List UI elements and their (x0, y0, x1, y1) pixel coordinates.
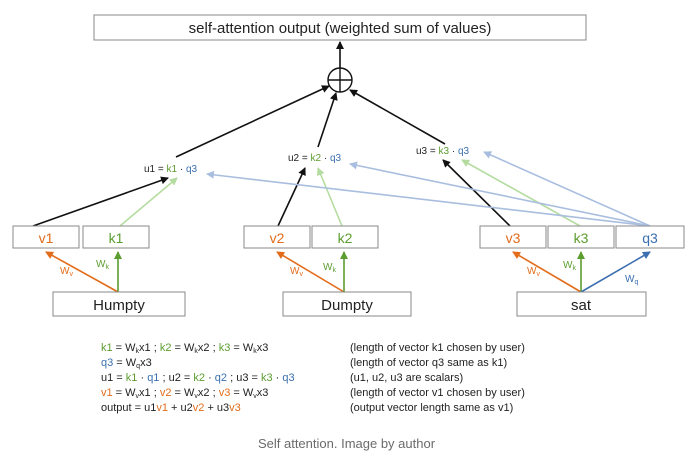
u3-to-sum-arrow (349, 89, 446, 145)
wq-arrow-3 (580, 251, 651, 293)
word-box-dumpty (282, 291, 412, 317)
vector-box-v2 (243, 225, 311, 249)
word-sat: sat (571, 297, 592, 314)
vector-label-v3: v3 (506, 230, 521, 246)
figure-caption: Self attention. Image by author (257, 436, 436, 451)
equation-note-1: (length of vector k1 chosen by user) (350, 342, 525, 354)
wk-label-3: Wk (563, 260, 576, 272)
equation-note-3: (u1, u2, u3 are scalars) (350, 372, 463, 384)
self-attention-diagram: self-attention output (weighted sum of v… (12, 14, 685, 414)
wk-label-1: Wk (96, 259, 109, 271)
wv-label-3: Wv (527, 266, 540, 278)
wv-arrow-1 (45, 251, 119, 293)
v3-to-u3-arrow (442, 159, 511, 227)
wq-label-3: Wq (625, 274, 638, 286)
vector-label-k1: k1 (109, 230, 124, 246)
wv-arrow-3 (512, 251, 582, 293)
u1-to-sum-arrow (175, 85, 330, 158)
vector-label-v2: v2 (270, 230, 285, 246)
vector-box-k2 (311, 225, 379, 249)
word-dumpty: Dumpty (321, 297, 373, 314)
vector-box-k1 (82, 225, 150, 249)
vector-box-q3 (615, 225, 685, 249)
q3-to-u2-arrow (349, 161, 651, 227)
vector-label-k3: k3 (574, 230, 589, 246)
k2-to-u2-arrow (316, 167, 343, 227)
k1-to-u1-arrow (119, 177, 178, 227)
equations-block: k1 = Wkx1 ; k2 = Wkx2 ; k3 = Wkx3 (lengt… (101, 342, 525, 414)
word-box-sat (516, 291, 647, 317)
v1-to-u1-arrow (32, 176, 169, 227)
q3-to-u1-arrow (206, 170, 651, 227)
output-box-label: self-attention output (weighted sum of v… (189, 20, 492, 37)
equation-line-4: v1 = Wvx1 ; v2 = Wvx2 ; v3 = Wvx3 (101, 387, 268, 400)
vector-label-v1: v1 (39, 230, 54, 246)
vector-box-k3 (547, 225, 615, 249)
score-u3: u3 = k3 · q3 (416, 146, 470, 157)
vector-label-k2: k2 (338, 230, 353, 246)
wv-label-2: Wv (290, 266, 303, 278)
equation-line-5: output = u1v1 + u2v2 + u3v3 (101, 402, 241, 414)
vector-label-q3: q3 (642, 230, 658, 246)
vector-box-v3 (479, 225, 547, 249)
equation-line-1: k1 = Wkx1 ; k2 = Wkx2 ; k3 = Wkx3 (101, 342, 268, 355)
q3-to-u3-arrow (483, 151, 651, 227)
word-box-humpty (52, 291, 186, 317)
v2-to-u2-arrow (277, 167, 306, 227)
score-u2: u2 = k2 · q3 (288, 153, 342, 164)
wv-label-1: Wv (60, 266, 73, 278)
score-u1: u1 = k1 · q3 (144, 164, 198, 175)
equation-note-4: (length of vector v1 chosen by user) (350, 387, 525, 399)
wv-arrow-2 (276, 251, 345, 293)
equation-note-2: (length of vector q3 same as k1) (350, 357, 507, 369)
word-humpty: Humpty (93, 297, 145, 314)
equation-line-3: u1 = k1 · q1 ; u2 = k2 · q2 ; u3 = k3 · … (101, 372, 295, 384)
vector-box-v1 (12, 225, 80, 249)
output-box (93, 14, 587, 41)
u2-to-sum-arrow (317, 92, 338, 148)
wk-label-2: Wk (323, 262, 336, 274)
equation-line-2: q3 = Wqx3 (101, 357, 152, 370)
equation-note-5: (output vector length same as v1) (350, 402, 513, 414)
